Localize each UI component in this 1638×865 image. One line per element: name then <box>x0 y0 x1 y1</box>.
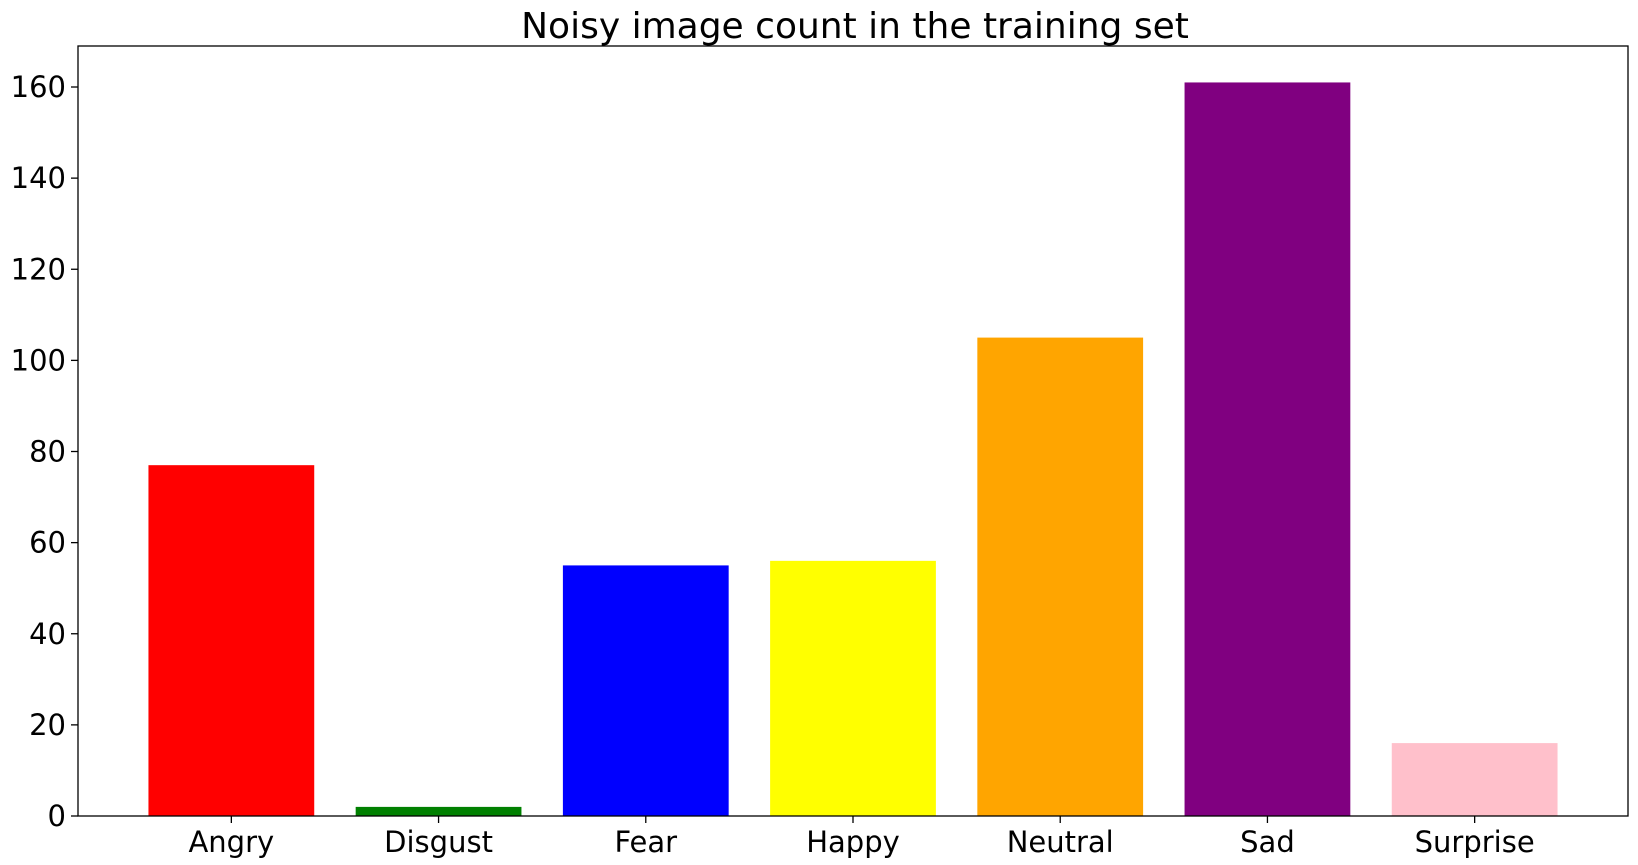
y-tick-label: 80 <box>29 435 66 469</box>
y-tick-label: 160 <box>11 70 66 104</box>
bar-disgust <box>355 806 522 816</box>
y-tick-label: 20 <box>29 708 66 742</box>
x-axis-ticks: Angry Disgust Fear Happy Neutral Sad Surprise <box>188 816 1535 859</box>
bar-fear <box>562 565 729 816</box>
axis-frame <box>77 45 1629 817</box>
x-tick-label-surprise: Surprise <box>1415 825 1535 859</box>
x-tick-label-happy: Happy <box>806 825 900 859</box>
y-tick-label: 120 <box>11 252 66 286</box>
y-tick-label: 0 <box>48 799 66 833</box>
x-tick-label-disgust: Disgust <box>384 825 493 859</box>
bars-group <box>148 82 1558 816</box>
bar-angry <box>148 465 315 816</box>
y-tick-label: 40 <box>29 617 66 651</box>
x-tick-label-neutral: Neutral <box>1007 825 1114 859</box>
bar-sad <box>1184 82 1351 816</box>
bar-surprise <box>1391 743 1558 816</box>
y-tick-label: 60 <box>29 526 66 560</box>
chart-title: Noisy image count in the training set <box>521 6 1189 47</box>
x-tick-label-fear: Fear <box>614 825 677 859</box>
y-tick-label: 140 <box>11 161 66 195</box>
plot-area: 0 20 40 60 80 100 120 140 160 Angry Disgust Fear Ha… <box>11 45 1629 859</box>
bar-happy <box>770 560 936 816</box>
x-tick-label-sad: Sad <box>1240 825 1295 859</box>
y-tick-label: 100 <box>11 343 66 377</box>
y-axis-ticks: 0 20 40 60 80 100 120 140 160 <box>11 70 78 833</box>
bar-neutral <box>977 337 1144 816</box>
x-tick-label-angry: Angry <box>188 825 274 859</box>
